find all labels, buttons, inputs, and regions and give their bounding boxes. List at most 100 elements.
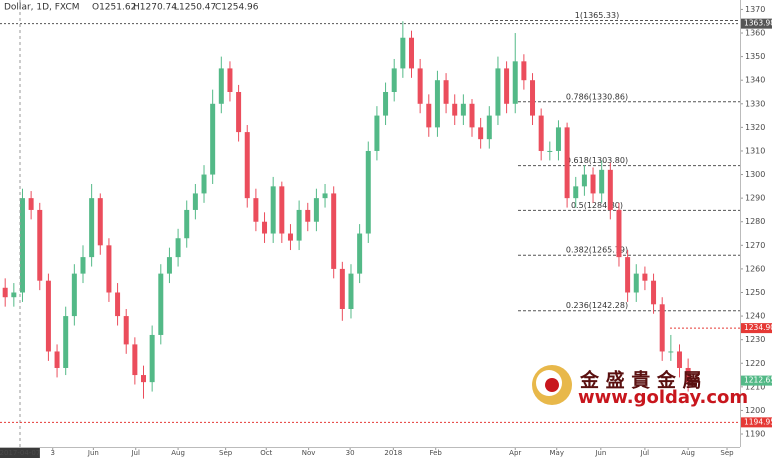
candle-body	[564, 127, 570, 199]
candle-body	[322, 193, 328, 199]
candle-body	[443, 80, 449, 104]
x-tick-label: 2018	[384, 449, 402, 457]
y-tick-label: 1270	[745, 241, 765, 250]
candle-body	[495, 68, 501, 116]
candle-body	[184, 209, 190, 239]
candle-body	[141, 375, 147, 383]
x-tick-label: Jul	[130, 449, 140, 457]
candle-body	[530, 80, 536, 116]
candle-body	[538, 115, 544, 151]
x-tick-label: Aug	[171, 449, 185, 457]
ohlc-value: C1254.96	[215, 3, 259, 13]
candle-body	[417, 68, 423, 104]
ohlc-value: H1270.74	[133, 3, 177, 13]
y-tick-label: 1240	[745, 312, 765, 321]
candle-body	[236, 91, 242, 133]
candle-body	[512, 61, 518, 104]
x-tick-label: 30	[346, 449, 355, 457]
y-tick-label: 1190	[745, 430, 765, 439]
price-box	[741, 323, 772, 334]
price-label: 1234.90	[744, 323, 772, 332]
candle-body	[80, 257, 86, 274]
watermark-url: www.golday.com	[578, 387, 748, 408]
candle-body	[633, 273, 639, 293]
x-label-box	[0, 448, 40, 458]
candle-body	[106, 245, 112, 293]
y-tick-label: 1210	[745, 382, 765, 391]
candle-body	[28, 198, 34, 210]
candle-body	[348, 273, 354, 310]
candle-body	[590, 174, 596, 194]
y-tick-label: 1230	[745, 335, 765, 344]
x-tick-label: Sep	[720, 449, 734, 457]
candle-body	[668, 351, 674, 353]
candle-body	[313, 198, 319, 222]
y-tick-label: 1250	[745, 288, 765, 297]
candle-body	[452, 103, 458, 116]
candle-body	[296, 209, 302, 241]
candle-body	[426, 103, 432, 128]
plot-area: 1190 1200 1210 1220 1230 1240 1250 1260 1270 1280…	[0, 5, 765, 458]
candle-body	[357, 233, 363, 274]
candle-body	[521, 61, 527, 81]
candle-body	[115, 292, 121, 317]
candle-body	[625, 257, 631, 293]
candle-body	[460, 103, 466, 116]
candle-body	[132, 344, 138, 376]
candle-body	[54, 351, 60, 368]
candle-body	[71, 273, 77, 317]
y-tick-label: 1310	[745, 146, 765, 155]
fib-label: 1(1365.33)	[575, 11, 619, 20]
candle-body	[45, 280, 51, 352]
y-tick-label: 1260	[745, 264, 765, 273]
price-box	[741, 417, 772, 428]
price-label: 1212.65	[744, 376, 772, 385]
candle-body	[158, 273, 164, 335]
candle-body	[400, 37, 406, 69]
y-tick-label: 1290	[745, 194, 765, 203]
candle-body	[201, 174, 207, 194]
candle-body	[374, 115, 380, 151]
candle-body	[408, 37, 414, 69]
y-tick-label: 1280	[745, 217, 765, 226]
candle-body	[616, 209, 622, 258]
watermark-name: 金 盛 貴 金 屬	[579, 369, 701, 392]
candle-body	[11, 292, 17, 298]
candle-body	[227, 68, 233, 92]
candle-body	[339, 268, 345, 310]
candle-body	[434, 80, 440, 128]
x-tick-label: Apr	[509, 449, 521, 457]
price-box	[741, 18, 772, 29]
candle-body	[244, 132, 250, 199]
candle-body	[287, 233, 293, 241]
candle-body	[676, 351, 682, 368]
x-tick-label: May	[549, 449, 563, 457]
overlay: Dollar, 1D, FXCM O1251.62H1270.74L1250.4…	[0, 3, 772, 428]
candle-body	[486, 115, 492, 140]
candle-body	[270, 186, 276, 234]
candle-body	[504, 68, 510, 104]
fib-label: 0.786(1330.86)	[566, 92, 628, 101]
fib-label: 0.236(1242.28)	[566, 301, 628, 310]
candle-body	[391, 68, 397, 92]
x-tick-label: 3	[50, 449, 54, 457]
candle-body	[166, 257, 172, 274]
price-label: 1363.98	[744, 19, 772, 28]
x-tick-label: Jun	[594, 449, 606, 457]
fib-label: 0.382(1265.79)	[566, 246, 628, 255]
candle-body	[383, 91, 389, 116]
candle-body	[63, 316, 69, 368]
candle-body	[175, 238, 181, 258]
y-tick-label: 1200	[745, 406, 765, 415]
logo	[545, 378, 559, 392]
candle-body	[547, 150, 553, 152]
candle-body	[642, 273, 648, 281]
candle-body	[478, 127, 484, 140]
candle-body	[685, 367, 691, 383]
candle-body	[331, 193, 337, 269]
x-tick-label: Nov	[302, 449, 316, 457]
candle-body	[97, 198, 103, 246]
ohlc-value: O1251.62	[92, 3, 136, 13]
